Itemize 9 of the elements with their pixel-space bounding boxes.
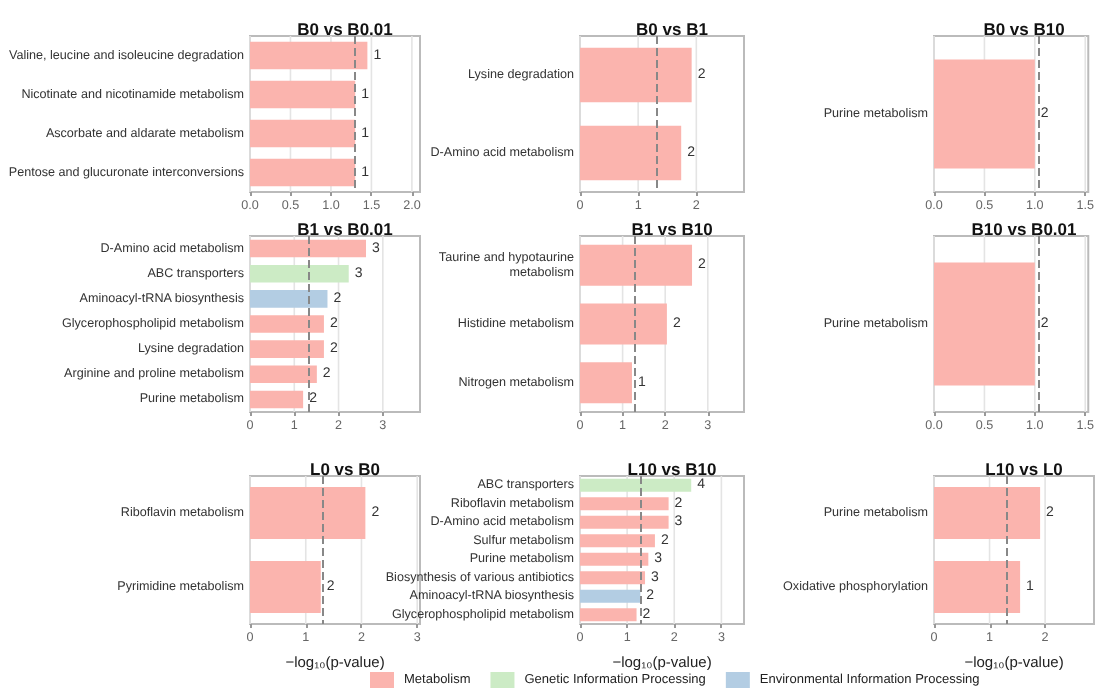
chart-title: B1 vs B0.01 [297, 219, 394, 239]
chart-title: B0 vs B1 [636, 19, 709, 39]
chart-title: B1 vs B10 [631, 219, 714, 239]
chart-title: L10 vs L0 [985, 459, 1064, 479]
chart-title: B0 vs B0.01 [297, 19, 394, 39]
chart-title: L0 vs B0 [310, 459, 381, 479]
chart-title: B10 vs B0.01 [971, 219, 1077, 239]
chart-title: B0 vs B10 [983, 19, 1066, 39]
chart-title: L10 vs B10 [627, 459, 717, 479]
